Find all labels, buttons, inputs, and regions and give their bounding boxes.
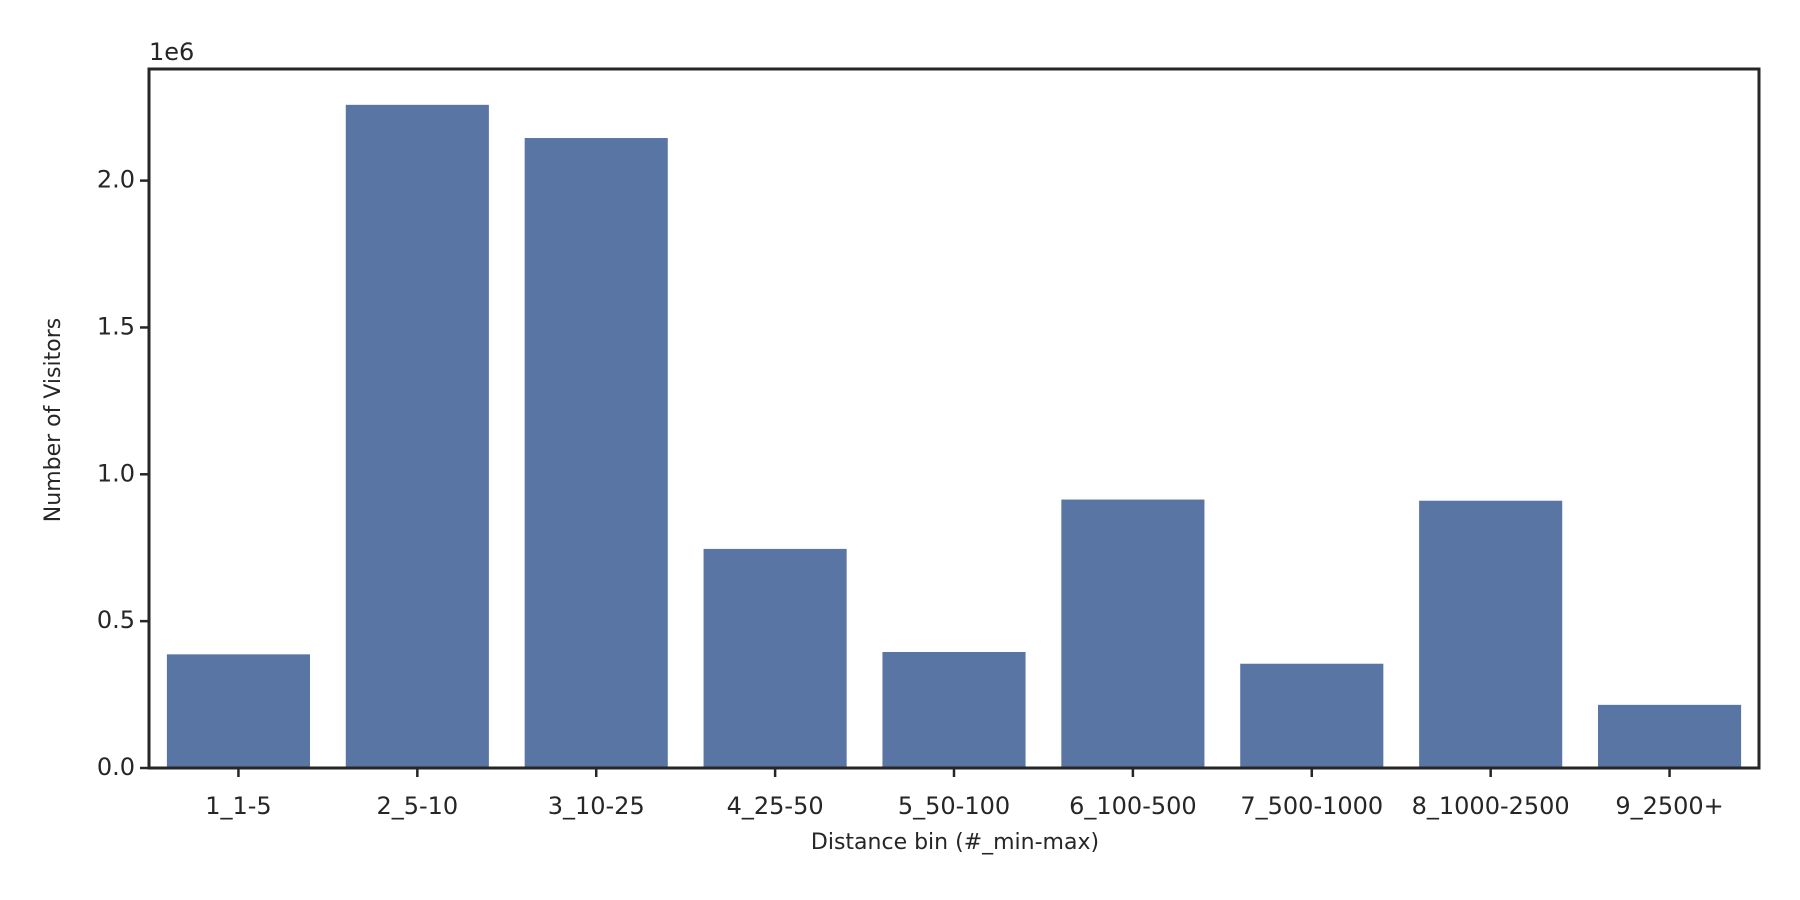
y-axis-label: Number of Visitors xyxy=(41,318,66,522)
bar xyxy=(166,654,310,768)
bar xyxy=(524,138,668,768)
y-tick-label: 0.0 xyxy=(97,753,135,781)
y-tick-label: 2.0 xyxy=(97,166,135,194)
y-tick-label: 0.5 xyxy=(97,606,135,634)
bar xyxy=(345,104,489,768)
bar xyxy=(1419,500,1563,768)
x-tick-label: 7_500-1000 xyxy=(1240,792,1383,820)
x-axis-label: Distance bin (#_min-max) xyxy=(811,830,1099,855)
x-tick-label: 3_10-25 xyxy=(548,792,645,820)
plot-frame xyxy=(147,67,1761,770)
x-tick-label: 5_50-100 xyxy=(898,792,1010,820)
x-tick-label: 6_100-500 xyxy=(1069,792,1197,820)
y-tick-label: 1.5 xyxy=(97,312,135,340)
x-tick-label: 9_2500+ xyxy=(1615,792,1723,820)
bar xyxy=(1598,704,1742,768)
x-tick-label: 2_5-10 xyxy=(376,792,458,820)
y-offset-label: 1e6 xyxy=(149,38,194,66)
x-tick-label: 4_25-50 xyxy=(727,792,824,820)
y-tick-label: 1.0 xyxy=(97,459,135,487)
bar xyxy=(703,548,847,768)
x-tick-label: 1_1-5 xyxy=(205,792,271,820)
bar xyxy=(882,651,1026,768)
bar xyxy=(1061,499,1205,768)
bar xyxy=(1240,663,1384,768)
x-tick-label: 8_1000-2500 xyxy=(1412,792,1570,820)
